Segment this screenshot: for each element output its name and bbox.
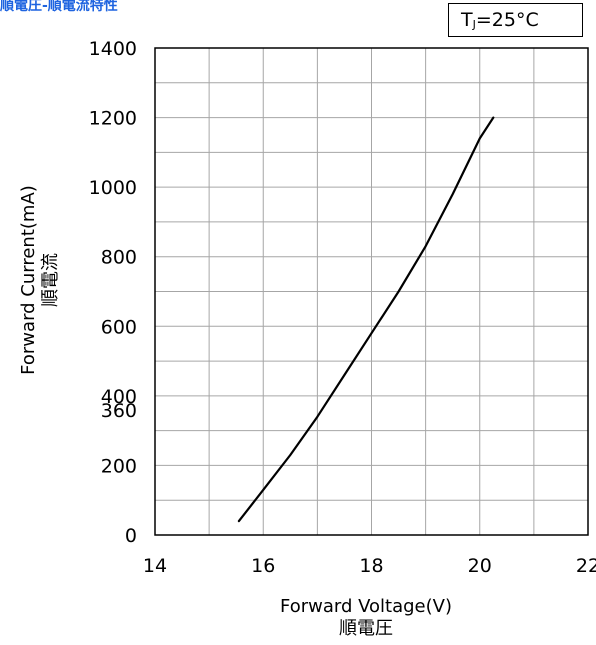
y-tick-label: 800: [101, 247, 137, 269]
x-axis-label: Forward Voltage(V) 順電圧: [196, 596, 536, 640]
temperature-symbol: T: [461, 9, 473, 31]
x-axis-title: Forward Voltage(V): [280, 596, 452, 617]
x-tick-label: 22: [576, 555, 596, 577]
y-tick-label: 0: [125, 525, 137, 547]
temperature-value: =25°C: [475, 9, 539, 31]
y-tick-label: 600: [101, 316, 137, 338]
chart-caption: 順電圧-順電流特性: [0, 0, 118, 14]
y-tick-label: 1200: [89, 108, 137, 130]
series-line-0: [237, 116, 495, 523]
y-axis-subtitle: 順電流: [40, 253, 61, 307]
y-tick-label: 200: [101, 455, 137, 477]
y-tick-label: 1000: [89, 177, 137, 199]
y-tick-label: 1400: [89, 38, 137, 60]
temperature-subscript: J: [472, 17, 476, 31]
plot-frame: [154, 47, 589, 536]
y-tick-label: 400: [101, 386, 137, 408]
y-axis-title: Forward Current(mA): [18, 185, 39, 375]
x-tick-label: 16: [251, 555, 275, 577]
x-tick-label: 18: [359, 555, 383, 577]
y-tick-label: 360: [101, 400, 137, 422]
x-tick-label: 14: [143, 555, 167, 577]
x-tick-label: 20: [468, 555, 492, 577]
x-axis-subtitle: 順電圧: [339, 618, 393, 639]
